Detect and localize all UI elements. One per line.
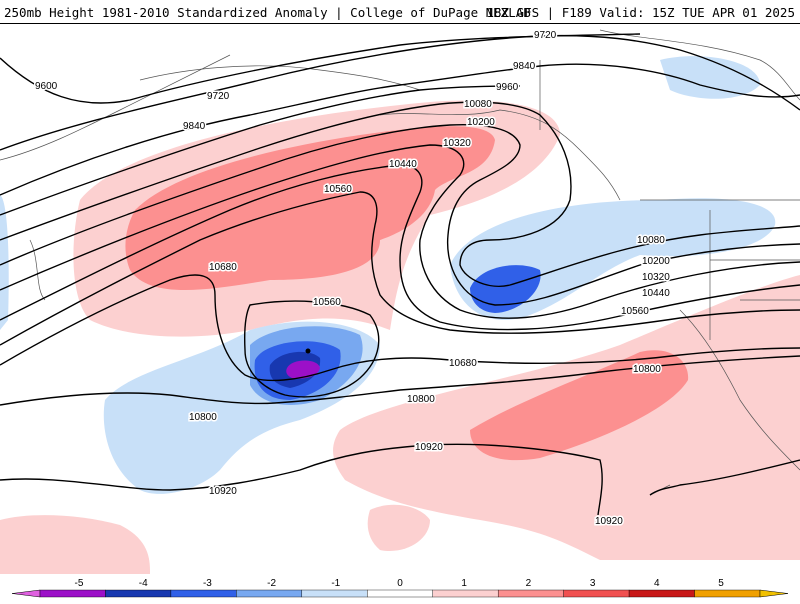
colorbar-tick-label: 1 (461, 578, 467, 589)
model-run-label: 18Z GFS | F189 Valid: 15Z TUE APR 01 202… (486, 5, 795, 20)
contour-label: 10200 (642, 256, 670, 267)
negative-anomaly-peak (286, 360, 320, 379)
colorbar-tick-label: -4 (139, 578, 148, 589)
contour-label: 10920 (415, 442, 443, 453)
contour-label: 9720 (534, 30, 557, 41)
colorbar-tick-label: -5 (75, 578, 84, 589)
colorbar: -5 -4 -3 -2 -1 0 1 2 3 4 5 (0, 574, 800, 600)
colorbar-tick-label: 0 (397, 578, 403, 589)
colorbar-tick-label: 5 (718, 578, 724, 589)
colorbar-tick-label: 2 (526, 578, 532, 589)
contour-label: 9840 (513, 61, 536, 72)
contour-label: 10680 (449, 358, 477, 369)
positive-anomaly-core (125, 126, 495, 290)
colorbar-tick-label: -1 (331, 578, 340, 589)
contour-label: 10560 (621, 306, 649, 317)
contour-label: 10320 (443, 138, 471, 149)
contour-label: 9960 (496, 82, 519, 93)
anomaly-map: 9720 9600 9720 9840 9840 9960 10080 1020… (0, 24, 800, 574)
contour-label: 10200 (467, 117, 495, 128)
contour-label: 10800 (407, 394, 435, 405)
colorbar-left-arrow (11, 589, 41, 598)
colorbar-segment (694, 589, 761, 598)
contour-label: 10560 (313, 297, 341, 308)
positive-anomaly-region (0, 515, 150, 574)
low-center-marker (305, 348, 311, 354)
colorbar-segment (628, 589, 695, 598)
contour-label: 10320 (642, 272, 670, 283)
colorbar-segment (39, 589, 106, 598)
geographic-outlines (0, 29, 800, 496)
contour-label: 9600 (35, 81, 58, 92)
negative-anomaly-region (660, 56, 760, 99)
map-title: 250mb Height 1981-2010 Standardized Anom… (4, 5, 531, 20)
positive-anomaly-region (367, 504, 430, 551)
anomaly-shading (0, 56, 800, 574)
colorbar-tick-label: -3 (203, 578, 212, 589)
map-header: 250mb Height 1981-2010 Standardized Anom… (0, 0, 800, 24)
contour-label: 9840 (183, 121, 206, 132)
positive-anomaly-core (470, 350, 689, 461)
colorbar-segment (170, 589, 237, 598)
colorbar-tick-label: 4 (654, 578, 660, 589)
contour-label: 10800 (633, 364, 661, 375)
contour-label: 10680 (209, 262, 237, 273)
colorbar-segment (497, 589, 564, 598)
colorbar-tick-label: -2 (267, 578, 276, 589)
contour-label: 10440 (642, 288, 670, 299)
contour-label: 10560 (324, 184, 352, 195)
colorbar-segment (301, 589, 368, 598)
height-contours (0, 33, 800, 516)
colorbar-segment (105, 589, 172, 598)
colorbar-tick-label: 3 (590, 578, 596, 589)
contour-label: 10440 (389, 159, 417, 170)
contour-label: 10920 (209, 486, 237, 497)
contour-label: 10800 (189, 412, 217, 423)
colorbar-segment (432, 589, 499, 598)
colorbar-right-arrow (759, 589, 789, 598)
contour-label: 10920 (595, 516, 623, 527)
colorbar-segment (563, 589, 630, 598)
contour-label: 10080 (464, 99, 492, 110)
contour-label: 10080 (637, 235, 665, 246)
contour-label: 9720 (207, 91, 230, 102)
negative-anomaly-core (470, 265, 541, 313)
colorbar-segment (367, 589, 433, 598)
colorbar-segment (236, 589, 303, 598)
contour-labels: 9720 9600 9720 9840 9840 9960 10080 1020… (34, 29, 672, 529)
